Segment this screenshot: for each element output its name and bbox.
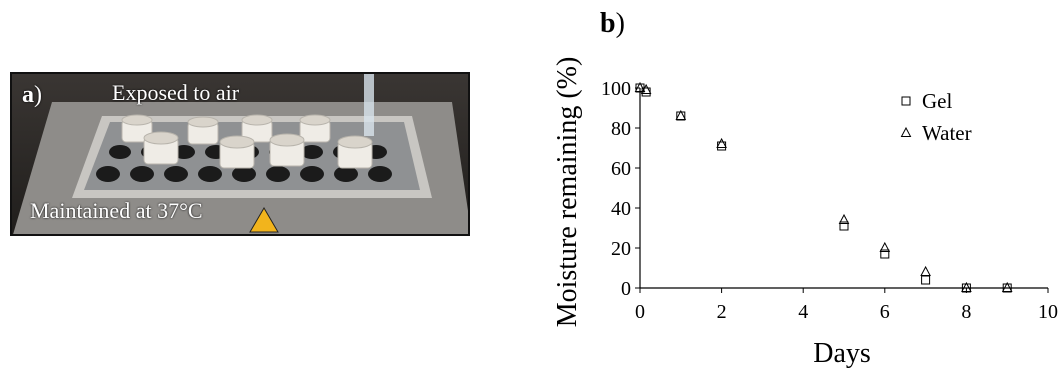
x-axis-label: Days [813,338,871,369]
gel-point [717,141,727,151]
x-tick-label: 2 [717,301,727,323]
gel-point [921,275,931,285]
y-tick-label: 40 [611,198,631,220]
x-tick-label: 6 [880,301,890,323]
water-point [961,281,972,292]
water-point [634,81,646,92]
moisture-chart: 0 20 40 60 80 100 0 2 4 6 8 10 Days Moisture remainin… [552,57,1058,369]
x-tick-label: 8 [961,301,971,323]
panel-b-label: b) [600,8,625,39]
water-point [675,109,687,120]
x-tick-label: 4 [798,301,808,323]
legend-water-marker [900,126,912,137]
water-point [716,137,727,148]
exposed-to-air-label: Exposed to air [112,80,240,105]
y-tick-label: 100 [601,78,631,100]
x-tick-label: 10 [1038,301,1058,323]
glass-rod [364,74,374,136]
photo-panel: a) Exposed to air Maintained at 37°C [10,72,470,236]
legend-gel-label: Gel [922,89,952,113]
legend-water-label: Water [922,121,972,145]
water-point [838,213,850,224]
water-point [640,83,652,94]
x-tick-label: 0 [635,301,645,323]
y-tick-label: 60 [611,158,631,180]
panel-a-label: a) [22,82,42,108]
y-tick-label: 20 [611,238,631,260]
legend-gel-marker [901,96,911,106]
gel-point [839,221,849,231]
sample-cups [121,114,373,169]
y-axis-label: Moisture remaining (%) [552,57,583,328]
water-point [920,265,931,276]
water-point [879,241,891,252]
water-point [1001,281,1013,292]
maintained-temp-label: Maintained at 37°C [30,198,203,223]
y-tick-label: 0 [621,278,631,300]
y-tick-label: 80 [611,118,631,140]
gel-point [880,249,890,259]
heating-block-illustration [12,74,468,234]
chart-panel: 0 20 40 60 80 100 0 2 4 6 8 10 Days Moisture remainin… [530,0,1062,371]
hot-surface-warning-icon [249,207,279,233]
